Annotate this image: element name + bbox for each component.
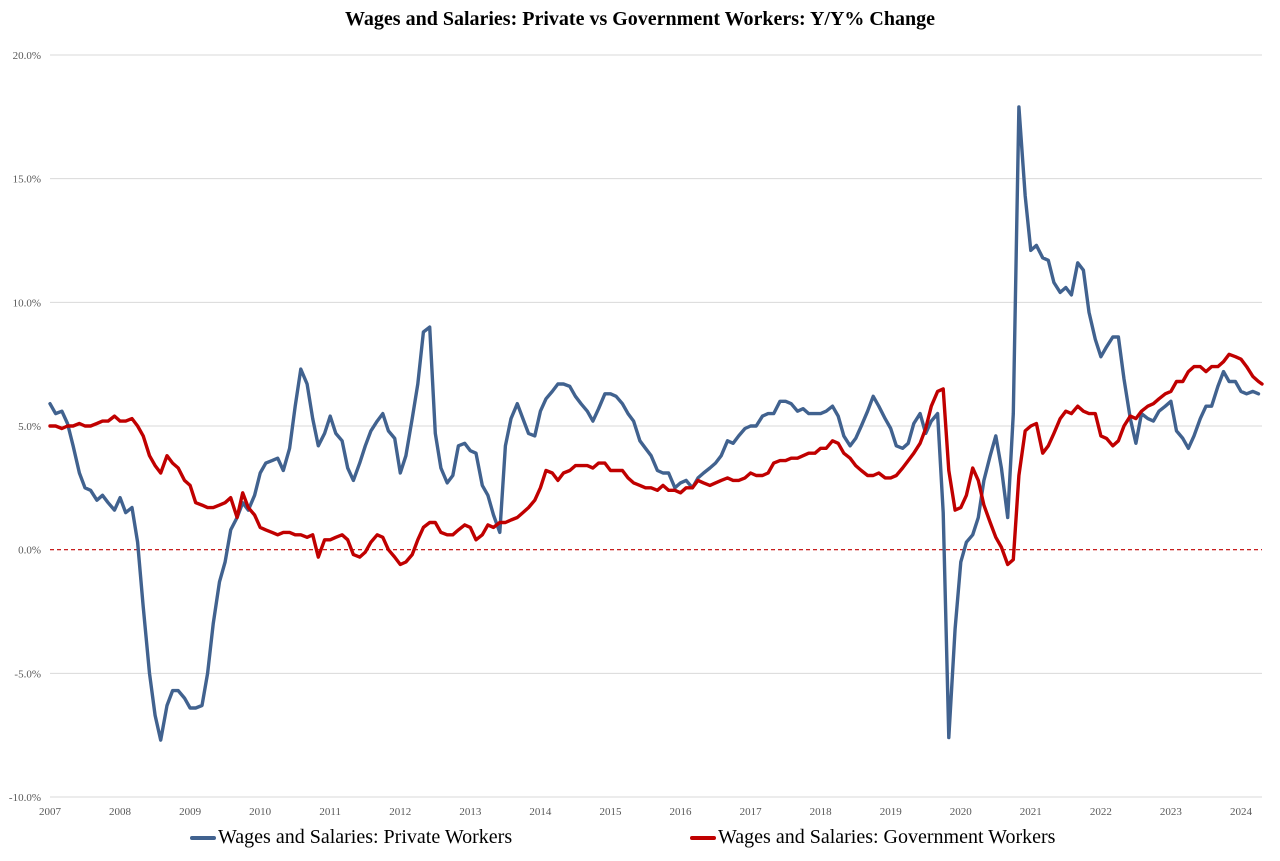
y-tick-label: 20.0% — [13, 50, 41, 62]
series-line-private — [48, 105, 1261, 742]
x-tick-label: 2017 — [740, 806, 763, 818]
x-tick-label: 2011 — [319, 806, 341, 818]
y-tick-label: 10.0% — [13, 297, 41, 309]
x-axis: 2007 2008 2009 2010 2011 2012 2013 2014 2015 2016… — [39, 806, 1252, 818]
x-tick-label: 2024 — [1230, 806, 1253, 818]
x-tick-label: 2023 — [1160, 806, 1183, 818]
y-tick-label: 0.0% — [18, 545, 41, 557]
x-tick-label: 2018 — [810, 806, 833, 818]
x-tick-label: 2009 — [179, 806, 202, 818]
legend-swatch-private — [190, 835, 216, 840]
x-tick-label: 2019 — [880, 806, 903, 818]
x-tick-label: 2014 — [529, 806, 552, 818]
x-tick-label: 2020 — [950, 806, 973, 818]
series-line-government — [48, 352, 1264, 567]
x-tick-label: 2008 — [109, 806, 132, 818]
x-tick-label: 2021 — [1020, 806, 1042, 818]
x-tick-label: 2013 — [459, 806, 482, 818]
y-tick-label: -10.0% — [9, 792, 41, 804]
x-tick-label: 2022 — [1090, 806, 1112, 818]
y-tick-label: 5.0% — [18, 421, 41, 433]
gridlines — [50, 54, 1262, 798]
x-tick-label: 2015 — [599, 806, 622, 818]
legend-item-government: Wages and Salaries: Government Workers — [690, 826, 1055, 849]
y-tick-label: 15.0% — [13, 174, 41, 186]
legend-label-private: Wages and Salaries: Private Workers — [218, 826, 513, 848]
x-tick-label: 2016 — [670, 806, 693, 818]
legend-item-private: Wages and Salaries: Private Workers — [190, 826, 512, 849]
x-tick-label: 2010 — [249, 806, 272, 818]
series-lines — [48, 105, 1264, 742]
x-tick-label: 2007 — [39, 806, 62, 818]
x-tick-label: 2012 — [389, 806, 411, 818]
legend-label-government: Wages and Salaries: Government Workers — [718, 826, 1056, 848]
y-tick-label: -5.0% — [14, 668, 41, 680]
y-axis: 20.0% 15.0% 10.0% 5.0% 0.0% -5.0% -10.0% — [9, 50, 41, 804]
chart-title: Wages and Salaries: Private vs Governmen… — [345, 8, 935, 30]
legend-swatch-government — [690, 835, 716, 840]
